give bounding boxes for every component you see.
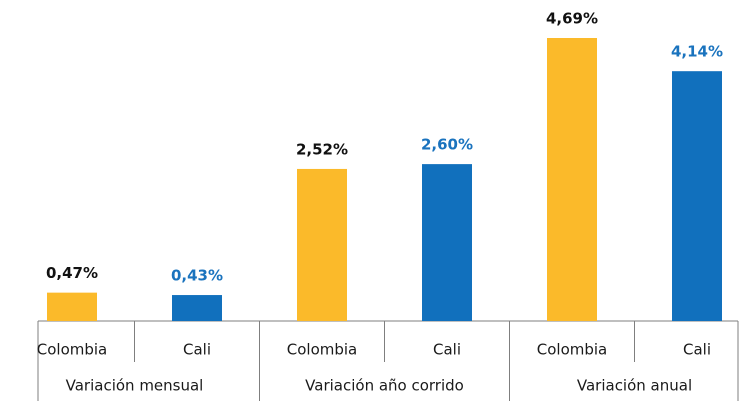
bar xyxy=(672,71,722,322)
group-label: Variación mensual xyxy=(66,377,204,395)
bar xyxy=(422,164,472,321)
bar xyxy=(172,295,222,321)
value-label: 0,43% xyxy=(171,267,223,285)
x-tick-label: Cali xyxy=(683,341,711,359)
x-tick-label: Colombia xyxy=(287,341,358,359)
bar xyxy=(547,38,597,321)
value-label: 4,69% xyxy=(546,10,598,28)
bar xyxy=(47,292,97,321)
group-label: Variación año corrido xyxy=(305,377,464,395)
group-label: Variación anual xyxy=(577,377,692,395)
x-tick-label: Colombia xyxy=(37,341,108,359)
value-label: 4,14% xyxy=(671,43,723,61)
x-tick-label: Cali xyxy=(433,341,461,359)
bar xyxy=(297,168,347,321)
value-label: 0,47% xyxy=(46,264,98,282)
x-tick-label: Cali xyxy=(183,341,211,359)
value-label: 2,60% xyxy=(421,136,473,154)
x-tick-label: Colombia xyxy=(537,341,608,359)
value-label: 2,52% xyxy=(296,140,348,158)
